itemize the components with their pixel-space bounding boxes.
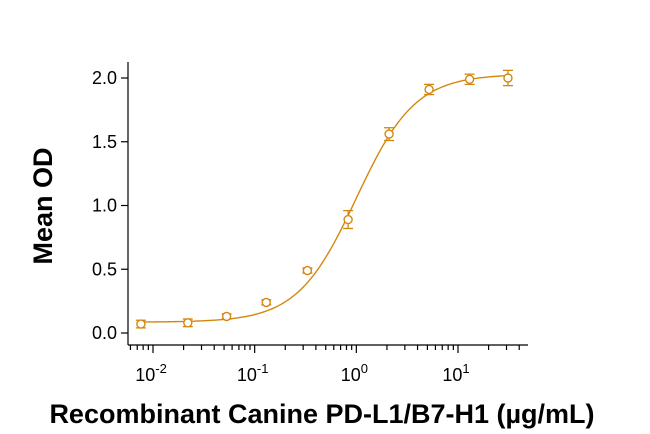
data-marker bbox=[503, 73, 513, 83]
data-marker bbox=[221, 311, 232, 322]
x-axis-title: Recombinant Canine PD-L1/B7-H1 (µg/mL) bbox=[49, 399, 594, 429]
y-ticks: 0.0 0.5 1.0 1.5 2.0 bbox=[92, 68, 128, 343]
axes bbox=[127, 62, 528, 346]
data-marker bbox=[261, 297, 271, 308]
fit-curve-line bbox=[140, 74, 508, 323]
x-tick-base: 10 bbox=[237, 365, 257, 385]
x-tick-base: 10 bbox=[442, 365, 462, 385]
x-tick-label: 100 bbox=[341, 361, 368, 385]
y-tick-label: 2.0 bbox=[92, 68, 117, 88]
y-tick-label: 0.0 bbox=[92, 323, 117, 343]
y-tick-label: 1.5 bbox=[92, 132, 117, 152]
x-tick-label: 101 bbox=[442, 361, 469, 385]
data-point bbox=[502, 69, 513, 87]
y-tick-label: 0.5 bbox=[92, 259, 117, 279]
data-marker bbox=[183, 318, 193, 328]
data-point bbox=[464, 73, 475, 86]
data-marker bbox=[424, 84, 434, 95]
x-tick-exponent: -2 bbox=[155, 361, 167, 376]
data-point bbox=[182, 318, 193, 328]
fit-curve bbox=[140, 74, 508, 323]
data-point bbox=[343, 209, 354, 230]
y-tick-label: 1.0 bbox=[92, 196, 117, 216]
data-marker bbox=[464, 74, 475, 84]
data-point bbox=[135, 319, 146, 329]
data-points bbox=[135, 69, 513, 329]
data-point bbox=[261, 297, 272, 308]
data-point bbox=[384, 127, 395, 142]
data-marker bbox=[302, 265, 313, 276]
data-marker bbox=[384, 129, 394, 139]
x-tick-base: 10 bbox=[341, 365, 361, 385]
x-tick-label: 10-2 bbox=[135, 361, 167, 385]
data-marker bbox=[343, 214, 353, 225]
data-point bbox=[302, 265, 313, 276]
x-tick-exponent: 1 bbox=[462, 361, 469, 376]
x-tick-exponent: -1 bbox=[257, 361, 269, 376]
x-tick-base: 10 bbox=[135, 365, 155, 385]
x-tick-label: 10-1 bbox=[237, 361, 269, 385]
y-axis-title: Mean OD bbox=[28, 147, 58, 264]
data-point bbox=[424, 83, 435, 96]
x-tick-exponent: 0 bbox=[361, 361, 368, 376]
x-ticks: 10-2 10-1 100 101 bbox=[129, 345, 520, 385]
data-marker bbox=[136, 319, 146, 329]
data-point bbox=[221, 311, 232, 322]
